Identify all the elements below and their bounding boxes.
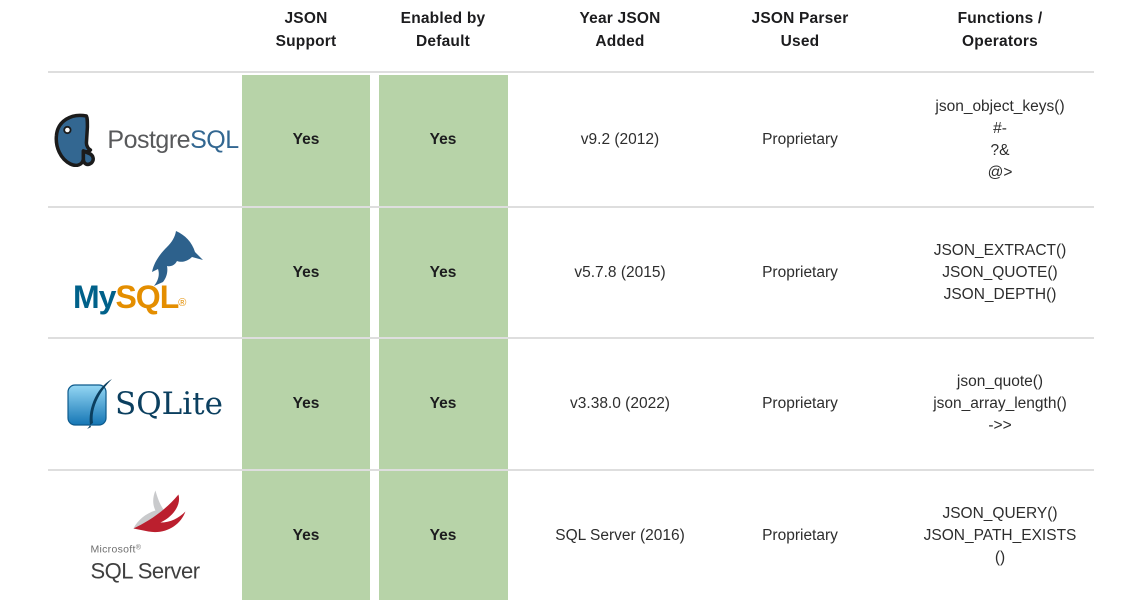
- sqlite-wordmark: SQLite: [115, 386, 223, 422]
- sqlite-logo: SQLite: [67, 379, 223, 429]
- cell-sqlserver-json-support: Yes: [292, 527, 320, 544]
- cell-mysql-json-parser-used: Proprietary: [762, 264, 838, 281]
- cell-mysql-year-json-added: v5.7.8 (2015): [574, 264, 666, 281]
- cell-sqlite-year-json-added: v3.38.0 (2022): [570, 395, 670, 412]
- postgresql-wordmark-sql: SQL: [190, 126, 239, 154]
- cell-sqlserver-functions-operators: JSON_QUERY() JSON_PATH_EXISTS (): [923, 505, 1077, 566]
- column-header-json-support: JSON Support: [275, 10, 337, 50]
- cell-postgresql-year-json-added: v9.2 (2012): [580, 131, 660, 148]
- postgresql-wordmark: PostgreSQL: [107, 126, 239, 154]
- mysql-registered-mark: ®: [178, 297, 186, 309]
- postgresql-wordmark-postgre: Postgre: [107, 126, 191, 154]
- cell-mysql-json-support: Yes: [292, 264, 320, 281]
- sqlserver-logo: Microsoft® SQL Server: [90, 468, 200, 600]
- mysql-wordmark-sql: SQL: [115, 279, 179, 315]
- cell-sqlserver-json-parser-used: Proprietary: [762, 527, 838, 544]
- sqlserver-microsoft-text: Microsoft: [90, 543, 136, 556]
- row-divider-line: [48, 337, 1094, 339]
- cell-postgresql-json-support: Yes: [292, 131, 320, 148]
- cell-postgresql-functions-operators: json_object_keys() #- ?& @>: [935, 98, 1065, 181]
- postgresql-elephant-icon: [54, 113, 95, 167]
- cell-postgresql-json-parser-used: Proprietary: [762, 131, 838, 148]
- mysql-dolphin-icon: [152, 231, 203, 286]
- sqlite-feather-icon: [67, 379, 113, 429]
- sqlserver-wordmark: SQL Server: [90, 558, 200, 584]
- cell-sqlite-enabled-by-default: Yes: [429, 395, 457, 412]
- mysql-wordmark-my: My: [73, 279, 116, 315]
- cell-sqlserver-enabled-by-default: Yes: [429, 527, 457, 544]
- cell-sqlite-json-parser-used: Proprietary: [762, 395, 838, 412]
- sqlserver-microsoft-label: Microsoft®: [90, 538, 141, 561]
- sqlserver-registered-mark: ®: [135, 544, 142, 552]
- cell-postgresql-enabled-by-default: Yes: [429, 131, 457, 148]
- row-divider-line: [48, 206, 1094, 208]
- sqlserver-swoosh-icon: [133, 490, 186, 533]
- cell-sqlserver-year-json-added: SQL Server (2016): [555, 527, 685, 544]
- postgresql-logo: PostgreSQL: [51, 113, 239, 167]
- cell-mysql-enabled-by-default: Yes: [429, 264, 457, 281]
- cell-mysql-functions-operators: JSON_EXTRACT() JSON_QUOTE() JSON_DEPTH(): [933, 242, 1067, 303]
- mysql-logo: MySQL®: [65, 208, 225, 338]
- cell-sqlite-functions-operators: json_quote() json_array_length() ->>: [933, 373, 1067, 434]
- column-header-functions-operators: Functions / Operators: [957, 10, 1043, 50]
- column-header-enabled-by-default: Enabled by Default: [400, 10, 486, 50]
- mysql-wordmark: MySQL®: [73, 281, 186, 314]
- column-header-year-json-added: Year JSON Added: [579, 10, 661, 50]
- column-header-json-parser-used: JSON Parser Used: [751, 10, 849, 50]
- cell-sqlite-json-support: Yes: [292, 395, 320, 412]
- header-divider-line: [48, 71, 1094, 73]
- row-divider-line: [48, 469, 1094, 471]
